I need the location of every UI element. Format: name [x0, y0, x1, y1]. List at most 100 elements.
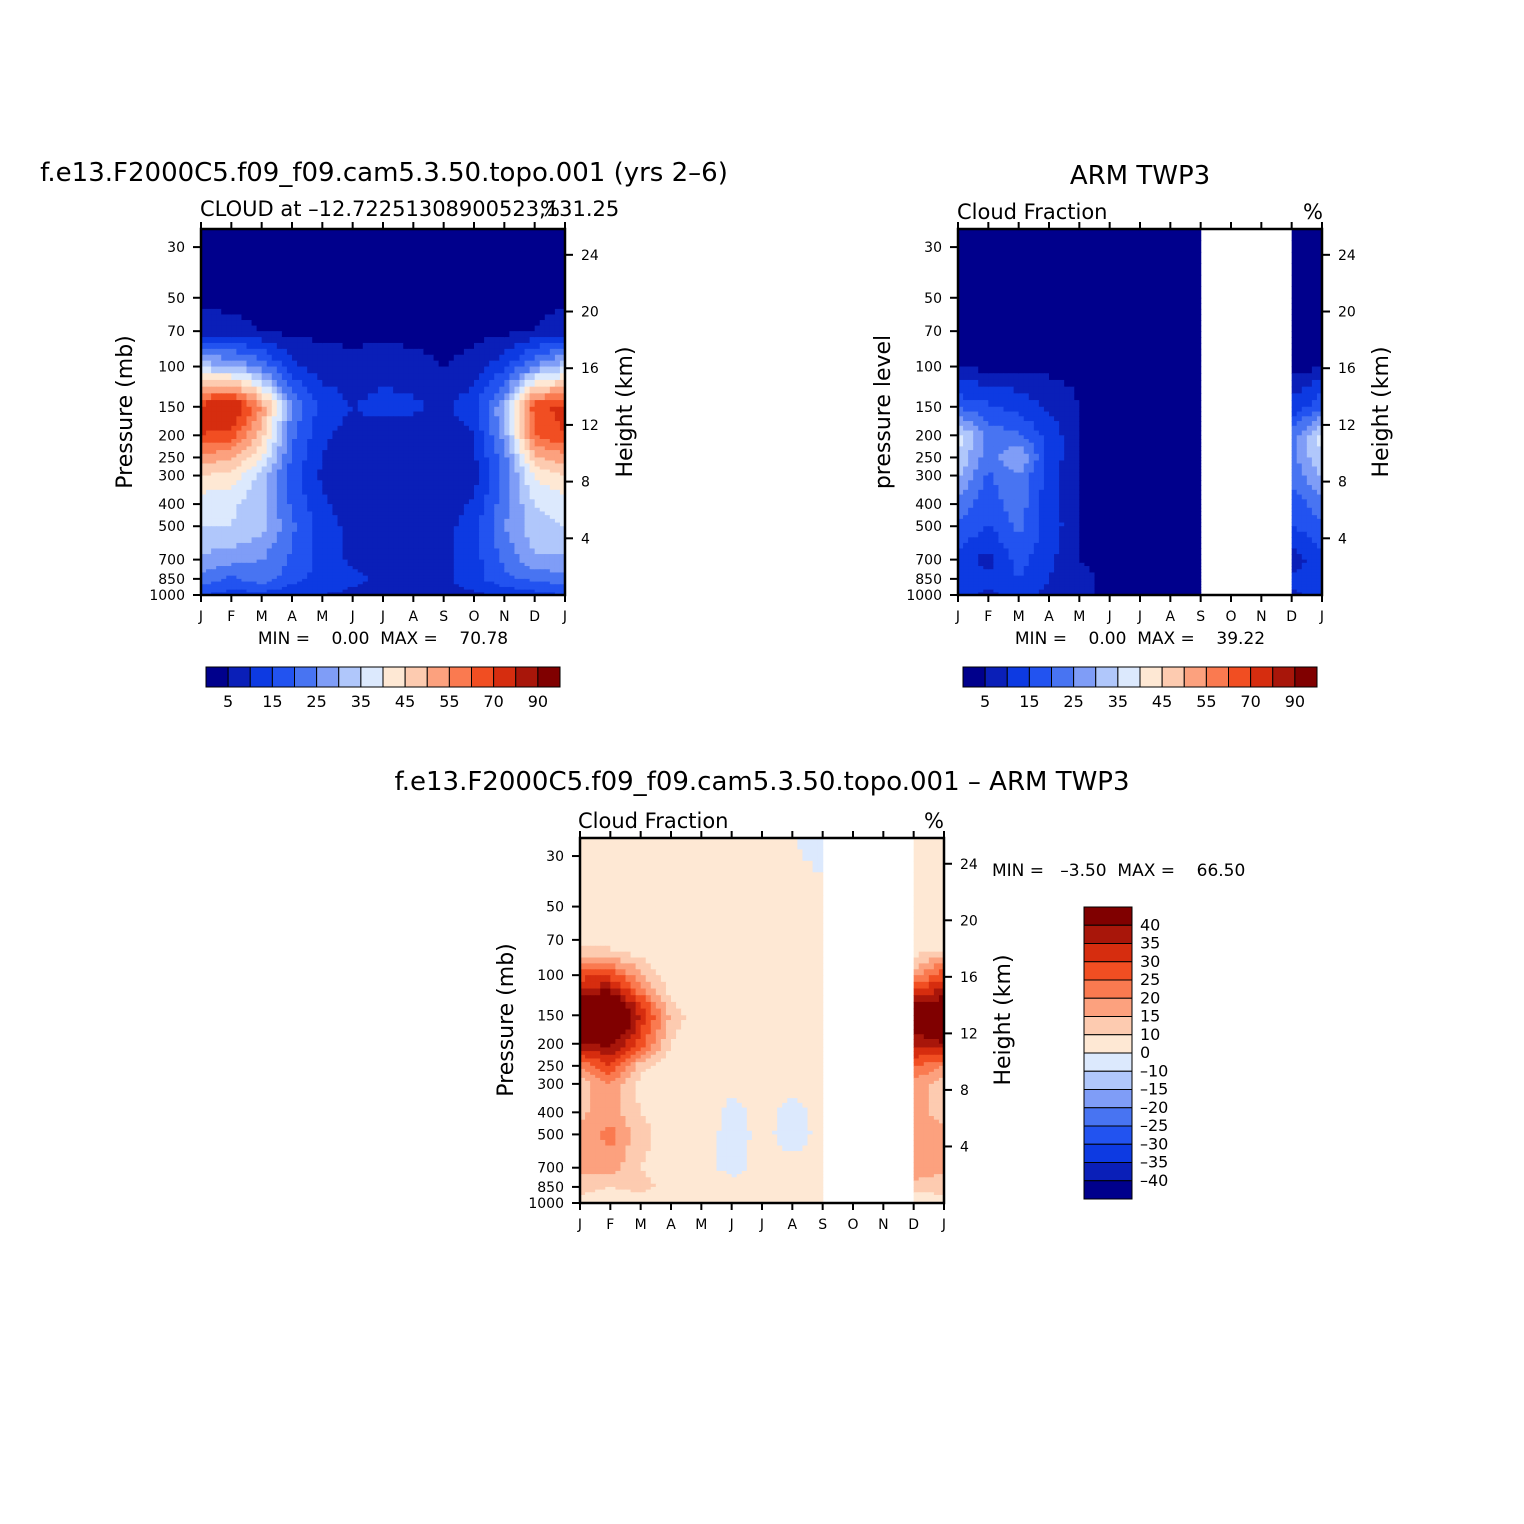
- heatmap-cell: [271, 584, 278, 588]
- heatmap-cell: [372, 342, 379, 350]
- heatmap-cell: [317, 485, 323, 491]
- heatmap-cell: [281, 446, 288, 451]
- heatmap-cell: [256, 586, 263, 591]
- heatmap-cell: [286, 416, 293, 422]
- heatmap-cell: [266, 348, 273, 356]
- heatmap-cell: [246, 400, 253, 408]
- heatmap-cell: [327, 274, 334, 287]
- heatmap-cell: [474, 572, 480, 577]
- heatmap-cell: [261, 494, 268, 500]
- heatmap-cell: [377, 379, 384, 388]
- heatmap-cell: [413, 386, 419, 394]
- heatmap-cell: [418, 537, 425, 544]
- heatmap-cell: [347, 251, 354, 264]
- heatmap-cell: [458, 542, 465, 550]
- heatmap-cell: [226, 263, 232, 276]
- heatmap-cell: [276, 274, 283, 287]
- heatmap-cell: [286, 342, 293, 350]
- heatmap-cell: [509, 331, 516, 338]
- heatmap-cell: [236, 469, 243, 474]
- heatmap-cell: [423, 386, 430, 394]
- heatmap-cell: [261, 515, 268, 520]
- heatmap-cell: [403, 559, 409, 564]
- heatmap-cell: [413, 320, 419, 327]
- heatmap-cell: [504, 499, 510, 505]
- heatmap-cell: [286, 489, 293, 496]
- heatmap-cell: [413, 489, 419, 496]
- heatmap-cell: [377, 507, 384, 513]
- heatmap-cell: [307, 511, 313, 516]
- heatmap-cell: [453, 416, 460, 422]
- heatmap-cell: [251, 511, 258, 516]
- heatmap-cell: [499, 575, 505, 580]
- heatmap-cell: [256, 439, 263, 444]
- heatmap-cell: [514, 366, 521, 374]
- heatmap-cell: [489, 229, 495, 242]
- heatmap-cell: [544, 515, 551, 520]
- heatmap-cell: [428, 559, 435, 564]
- heatmap-cell: [383, 537, 389, 544]
- heatmap-cell: [393, 499, 399, 505]
- heatmap-cell: [474, 469, 480, 474]
- heatmap-cell: [524, 569, 531, 574]
- heatmap-cell: [433, 366, 440, 374]
- heatmap-cell: [438, 559, 445, 564]
- heatmap-cell: [372, 360, 379, 368]
- heatmap-cell: [261, 386, 268, 394]
- heatmap-cell: [337, 480, 344, 486]
- heatmap-cell: [479, 466, 485, 471]
- heatmap-cell: [251, 425, 258, 432]
- heatmap-cell: [261, 393, 268, 401]
- heatmap-cell: [534, 274, 541, 287]
- heatmap-cell: [347, 421, 354, 427]
- heatmap-cell: [362, 348, 369, 356]
- heatmap-cell: [206, 575, 212, 580]
- heatmap-cell: [428, 562, 435, 567]
- heatmap-cell: [383, 342, 389, 350]
- heatmap-cell: [559, 457, 566, 462]
- heatmap-cell: [226, 542, 232, 550]
- heatmap-cell: [479, 475, 485, 481]
- heatmap-cell: [241, 559, 248, 564]
- heatmap-cell: [266, 450, 273, 455]
- heatmap-cell: [433, 240, 440, 253]
- heatmap-cell: [549, 499, 556, 505]
- heatmap-cell: [216, 569, 222, 574]
- heatmap-cell: [514, 331, 521, 338]
- heatmap-cell: [443, 526, 450, 533]
- heatmap-cell: [479, 572, 485, 577]
- heatmap-cell: [266, 337, 273, 344]
- heatmap-cell: [241, 240, 248, 253]
- heatmap-cell: [529, 457, 536, 462]
- heatmap-cell: [474, 472, 480, 477]
- heatmap-cell: [388, 314, 394, 321]
- heatmap-cell: [519, 342, 526, 350]
- heatmap-cell: [362, 531, 369, 538]
- heatmap-cell: [393, 460, 399, 465]
- heatmap-cell: [221, 554, 227, 561]
- heatmap-cell: [463, 480, 470, 486]
- heatmap-cell: [398, 274, 404, 287]
- heatmap-cell: [317, 554, 323, 561]
- heatmap-cell: [494, 504, 500, 509]
- heatmap-cell: [286, 463, 293, 468]
- heatmap-cell: [489, 393, 495, 401]
- heatmap-cell: [342, 480, 349, 486]
- heatmap-cell: [474, 463, 480, 468]
- heatmap-cell: [216, 274, 222, 287]
- heatmap-cell: [388, 308, 394, 316]
- heatmap-cell: [372, 439, 379, 444]
- heatmap-cell: [544, 511, 551, 516]
- heatmap-cell: [352, 578, 359, 583]
- heatmap-cell: [362, 522, 369, 527]
- heatmap-cell: [337, 303, 344, 310]
- heatmap-cell: [327, 442, 334, 447]
- heatmap-cell: [322, 511, 328, 516]
- heatmap-cell: [337, 511, 344, 516]
- heatmap-cell: [312, 406, 318, 413]
- heatmap-cell: [453, 450, 460, 455]
- heatmap-cell: [332, 507, 339, 513]
- heatmap-cell: [352, 522, 359, 527]
- heatmap-cell: [544, 442, 551, 447]
- heatmap-cell: [408, 504, 414, 509]
